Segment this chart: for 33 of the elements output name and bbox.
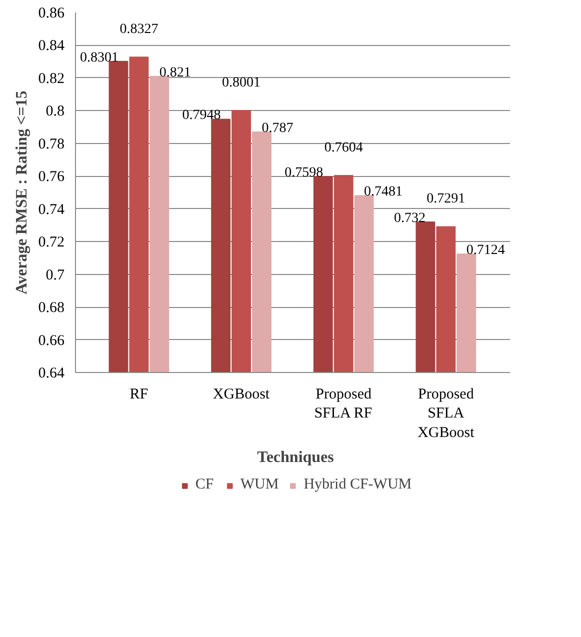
- x-tick-label: Proposed SFLA RF: [314, 386, 372, 422]
- x-tick-label: RF: [130, 386, 148, 402]
- y-tick-label: 0.84: [38, 38, 65, 54]
- x-axis-title: Techniques: [257, 448, 334, 466]
- data-label: 0.7124: [466, 243, 505, 258]
- legend-label: CF: [195, 476, 215, 494]
- data-label: 0.7948: [182, 108, 221, 124]
- data-label: 0.7291: [426, 192, 466, 207]
- y-tick-label: 0.74: [38, 202, 65, 218]
- y-tick-label: 0.64: [38, 366, 65, 382]
- y-tick-label: 0.76: [38, 169, 65, 186]
- data-label: 0.732: [394, 210, 426, 226]
- data-label: 0.8327: [120, 22, 158, 38]
- data-label: 0.821: [159, 65, 191, 80]
- y-tick-label: 0.7: [46, 267, 65, 284]
- y-tick-label: 0.8: [46, 104, 64, 120]
- data-label: 0.787: [262, 120, 294, 136]
- y-tick-label: 0.86: [38, 6, 65, 22]
- y-tick-label: 0.78: [38, 136, 64, 152]
- data-label: 0.7604: [324, 140, 363, 156]
- y-tick-label: 0.82: [38, 70, 64, 87]
- data-label: 0.8301: [80, 50, 118, 66]
- x-tick-label: XGBoost: [212, 386, 270, 402]
- y-tick-label: 0.68: [38, 300, 64, 316]
- legend-label: Hybrid CF-WUM: [304, 476, 412, 494]
- y-axis-title: Average RMSE : Rating <=15: [13, 90, 30, 294]
- data-label: 0.8001: [222, 76, 261, 91]
- data-label: 0.7598: [284, 165, 324, 180]
- legend-label: WUM: [240, 476, 279, 494]
- data-label: 0.7481: [364, 184, 403, 200]
- y-tick-label: 0.66: [38, 332, 65, 349]
- y-tick-label: 0.72: [38, 234, 64, 251]
- x-tick-label: Proposed SFLA XGBoost: [418, 386, 476, 441]
